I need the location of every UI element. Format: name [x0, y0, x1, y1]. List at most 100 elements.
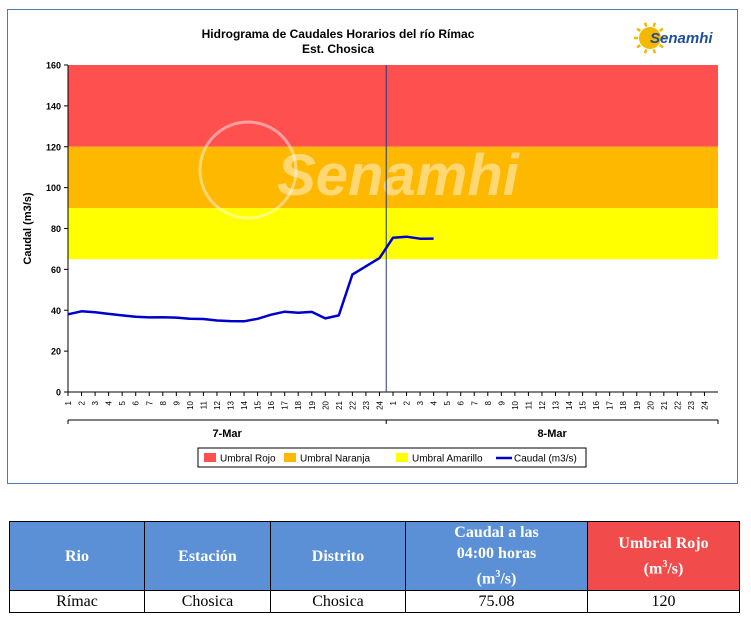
logo-ray	[658, 44, 664, 49]
x-tick-label: 17	[606, 400, 615, 409]
logo-ray	[636, 27, 642, 32]
table-row: Rímac Chosica Chosica 75.08 120	[9, 590, 740, 613]
legend-swatch	[204, 453, 216, 462]
x-tick-label: 13	[552, 400, 561, 409]
x-tick-label: 21	[335, 400, 344, 409]
logo-sun-icon	[639, 27, 661, 49]
x-tick-label: 2	[403, 400, 412, 405]
x-tick-label: 11	[199, 400, 208, 409]
x-tick-label: 5	[118, 400, 127, 405]
x-tick-label: 20	[321, 400, 330, 409]
x-tick-label: 12	[213, 400, 222, 409]
x-tick-label: 6	[457, 400, 466, 405]
x-tick-label: 23	[362, 400, 371, 409]
x-tick-label: 15	[579, 400, 588, 409]
x-tick-label: 14	[565, 400, 574, 409]
x-tick-label: 14	[240, 400, 249, 409]
y-axis-label: Caudal (m3/s)	[22, 192, 34, 264]
day-label: 7-Mar	[212, 428, 242, 440]
caudal-series-line	[67, 235, 434, 323]
x-tick-label: 4	[105, 400, 114, 405]
cell-rio: Rímac	[9, 590, 145, 613]
x-tick-label: 7	[145, 400, 154, 405]
header-umbral-rojo: Umbral Rojo (m3/s)	[587, 521, 740, 591]
watermark-sun-icon	[198, 120, 298, 220]
x-tick-label: 3	[416, 400, 425, 405]
x-tick-label: 2	[78, 400, 87, 405]
legend-swatch	[284, 453, 296, 462]
legend-label: Caudal (m3/s)	[514, 454, 577, 465]
x-tick-label: 9	[497, 400, 506, 405]
chart-subtitle: Est. Chosica	[302, 42, 374, 56]
day-label: 8-Mar	[537, 428, 567, 440]
legend-label: Umbral Amarillo	[412, 454, 483, 465]
x-tick-label: 1	[389, 400, 398, 405]
threshold-band-1	[68, 146, 718, 209]
x-tick-label: 18	[294, 400, 303, 409]
y-tick-label: 80	[51, 224, 61, 234]
x-tick-label: 5	[443, 400, 452, 405]
y-tick-label: 40	[51, 306, 61, 316]
logo-ray	[643, 22, 648, 27]
x-tick-label: 1	[64, 400, 73, 405]
x-tick-label: 23	[687, 400, 696, 409]
chart-frame: Senamhi 0 20 40 60 80 100 120 140 160 1 2 3 4 5 6 7 8 9 10 1…	[7, 9, 738, 484]
header-distrito: Distrito	[270, 521, 406, 591]
y-tick-label: 100	[46, 183, 61, 193]
x-tick-label: 16	[267, 400, 276, 409]
x-tick-label: 17	[281, 400, 290, 409]
x-tick-label: 18	[619, 400, 628, 409]
x-tick-label: 22	[673, 400, 682, 409]
x-tick-label: 6	[132, 400, 141, 405]
legend-label: Umbral Naranja	[300, 454, 370, 465]
logo-ray	[643, 49, 648, 54]
x-tick-label: 12	[538, 400, 547, 409]
legend-label: Umbral Rojo	[220, 454, 276, 465]
y-tick-label: 160	[46, 61, 61, 71]
y-tick-label: 20	[51, 347, 61, 357]
y-tick-label: 120	[46, 142, 61, 152]
x-tick-label: 24	[700, 400, 709, 409]
legend-swatch	[396, 453, 408, 462]
summary-table: Rio Estación Distrito Caudal a las 04:00…	[9, 521, 740, 613]
x-tick-label: 22	[348, 400, 357, 409]
cell-distrito: Chosica	[270, 590, 406, 613]
x-tick-label: 13	[227, 400, 236, 409]
logo-ray	[636, 44, 642, 49]
watermark-text: Senamhi	[277, 143, 521, 208]
x-tick-label: 10	[511, 400, 520, 409]
x-tick-label: 20	[646, 400, 655, 409]
header-caudal: Caudal a las 04:00 horas (m3/s)	[405, 521, 588, 591]
y-tick-label: 0	[56, 388, 61, 398]
chart-title: Hidrograma de Caudales Horarios del río …	[202, 27, 475, 41]
cell-umbral: 120	[587, 590, 740, 613]
threshold-band-2	[68, 208, 718, 260]
table-header-row: Rio Estación Distrito Caudal a las 04:00…	[9, 521, 740, 591]
x-tick-label: 3	[91, 400, 100, 405]
x-tick-label: 16	[592, 400, 601, 409]
y-tick-label: 60	[51, 265, 61, 275]
x-tick-label: 21	[660, 400, 669, 409]
header-rio: Rio	[9, 521, 145, 591]
x-tick-label: 10	[186, 400, 195, 409]
cell-caudal: 75.08	[405, 590, 588, 613]
cell-estacion: Chosica	[144, 590, 271, 613]
header-estacion: Estación	[144, 521, 271, 591]
x-tick-label: 7	[470, 400, 479, 405]
threshold-band-0	[68, 65, 718, 147]
x-tick-label: 15	[254, 400, 263, 409]
x-tick-label: 8	[159, 400, 168, 405]
logo-ray	[652, 22, 657, 27]
x-tick-label: 24	[375, 400, 384, 409]
logo-ray	[652, 49, 657, 54]
x-tick-label: 11	[524, 400, 533, 409]
x-tick-label: 9	[172, 400, 181, 405]
logo-ray	[658, 27, 664, 32]
logo-text: Senamhi	[650, 30, 713, 47]
x-tick-label: 8	[484, 400, 493, 405]
y-tick-label: 140	[46, 101, 61, 111]
x-tick-label: 4	[430, 400, 439, 405]
x-tick-label: 19	[633, 400, 642, 409]
x-tick-label: 19	[308, 400, 317, 409]
